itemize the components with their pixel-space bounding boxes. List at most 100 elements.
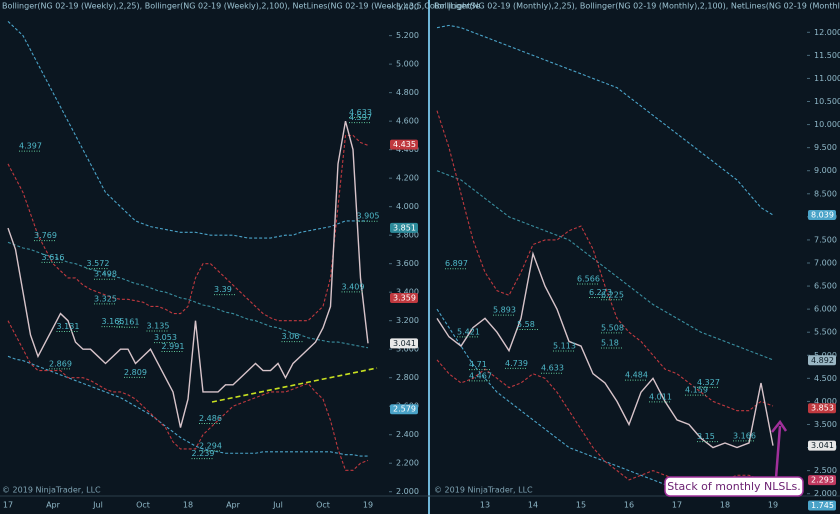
level-label: 6.566 [577, 275, 600, 284]
level-label: 3.498 [94, 270, 117, 279]
axis: 2.0002.5003.0003.5004.0004.5005.0005.500… [480, 28, 840, 511]
price-tag-label: 1.745 [811, 501, 834, 510]
price-line [7, 120, 369, 428]
y-tick-label: 5.500 [814, 328, 837, 337]
copyright: © 2019 NinjaTrader, LLC [434, 486, 533, 495]
level-label: 3.409 [342, 282, 365, 291]
level-label: 3.15 [697, 432, 715, 441]
y-tick-label: 4.200 [396, 174, 419, 183]
level-label: 3.905 [357, 212, 380, 221]
y-tick-label: 12.000 [814, 28, 840, 37]
x-tick-label: 17 [672, 501, 682, 510]
annotation-text: Stack of monthly NLSLs. [667, 480, 801, 493]
price-tag-label: 2.293 [811, 476, 834, 485]
y-tick-label: 2.500 [814, 466, 837, 475]
price-tag-label: 2.579 [393, 405, 416, 414]
level-label: 2.486 [199, 414, 222, 423]
level-label: 2.809 [124, 368, 147, 377]
level-label: 3.131 [57, 322, 80, 331]
level-label: 4.159 [685, 386, 708, 395]
y-tick-label: 2.000 [814, 489, 837, 498]
level-label: 6.273 [589, 288, 612, 297]
y-tick-label: 2.000 [396, 487, 419, 496]
level-label: 3.39 [214, 285, 232, 294]
price-tag [808, 440, 836, 451]
level-label: 5.893 [493, 306, 516, 315]
axis: 2.0002.2002.4002.6002.8003.0003.2003.400… [3, 3, 419, 510]
price-tag-label: 4.892 [811, 356, 834, 365]
y-tick-label: 7.000 [814, 258, 837, 267]
y-tick-label: 2.800 [396, 373, 419, 382]
level-label: 6.225 [601, 290, 624, 299]
x-tick-label: 18 [720, 501, 730, 510]
level-label: 6.897 [445, 259, 468, 268]
y-tick-label: 3.200 [396, 316, 419, 325]
level-label: 2.239 [192, 449, 215, 458]
y-tick-label: 6.500 [814, 282, 837, 291]
price-tag [390, 139, 418, 150]
copyright: © 2019 NinjaTrader, LLC [2, 486, 101, 495]
x-tick-label: 13 [480, 501, 490, 510]
x-tick-label: 16 [624, 501, 634, 510]
y-tick-label: 10.500 [814, 97, 840, 106]
level-label: 5.508 [601, 323, 624, 332]
price-tag [390, 293, 418, 304]
price-tag [390, 338, 418, 349]
y-tick-label: 4.800 [396, 88, 419, 97]
y-tick-label: 3.600 [396, 259, 419, 268]
level-label: 4.327 [697, 378, 720, 387]
level-label: 2.869 [49, 359, 72, 368]
y-tick-label: 5.000 [396, 60, 419, 69]
y-tick-label: 3.000 [396, 345, 419, 354]
y-tick-label: 9.000 [814, 166, 837, 175]
level-label: 2.991 [162, 342, 185, 351]
band-line [436, 359, 773, 486]
level-label: 4.633 [541, 364, 564, 373]
level-label: 5.18 [601, 338, 619, 347]
plot-layer: 4.397 3.769 3.616 3.572 3.498 3.325 3.131 3.165… [3, 3, 840, 511]
y-tick-label: 4.000 [814, 397, 837, 406]
annotation-box [664, 476, 804, 497]
price-tag [390, 404, 418, 415]
x-tick-label: 19 [363, 501, 373, 510]
y-tick-label: 11.000 [814, 74, 840, 83]
level-label: 5.421 [457, 327, 480, 336]
price-tag [390, 222, 418, 233]
level-label: 5.58 [517, 320, 535, 329]
price-tag-label: 4.435 [393, 140, 416, 149]
y-tick-label: 5.200 [396, 31, 419, 40]
level-label: 4.71 [469, 360, 487, 369]
level-label: 3.325 [94, 294, 117, 303]
price-tag-label: 8.039 [811, 211, 834, 220]
band-line [436, 110, 774, 412]
band-line [7, 134, 369, 322]
y-tick-label: 11.500 [814, 51, 840, 60]
price-tag [808, 475, 836, 486]
x-tick-label: 14 [528, 501, 538, 510]
level-label: 3.053 [154, 333, 177, 342]
y-tick-label: 5.400 [396, 3, 419, 12]
level-label: 4.739 [505, 359, 528, 368]
level-label: 4.597 [349, 113, 372, 122]
annotation-arrow [771, 419, 788, 479]
y-tick-label: 2.400 [396, 430, 419, 439]
level-label: 2.294 [199, 441, 222, 450]
y-tick-label: 3.400 [396, 288, 419, 297]
band-line [436, 24, 774, 216]
y-tick-label: 6.000 [814, 305, 837, 314]
level-label: 3.166 [733, 431, 756, 440]
x-tick-label: Apr [46, 501, 61, 510]
x-tick-label: Oct [136, 501, 150, 510]
y-tick-label: 9.500 [814, 143, 837, 152]
level-label: 3.572 [87, 259, 110, 268]
y-tick-label: 4.600 [396, 117, 419, 126]
level-label: 3.06 [282, 332, 300, 341]
x-tick-label: Apr [226, 501, 241, 510]
price-tag-label: 3.041 [393, 339, 416, 348]
band-line [7, 355, 368, 457]
band-line [7, 320, 369, 471]
y-tick-label: 7.500 [814, 235, 837, 244]
level-label: 3.769 [34, 231, 57, 240]
trend-line [211, 367, 378, 403]
y-tick-label: 3.500 [814, 420, 837, 429]
